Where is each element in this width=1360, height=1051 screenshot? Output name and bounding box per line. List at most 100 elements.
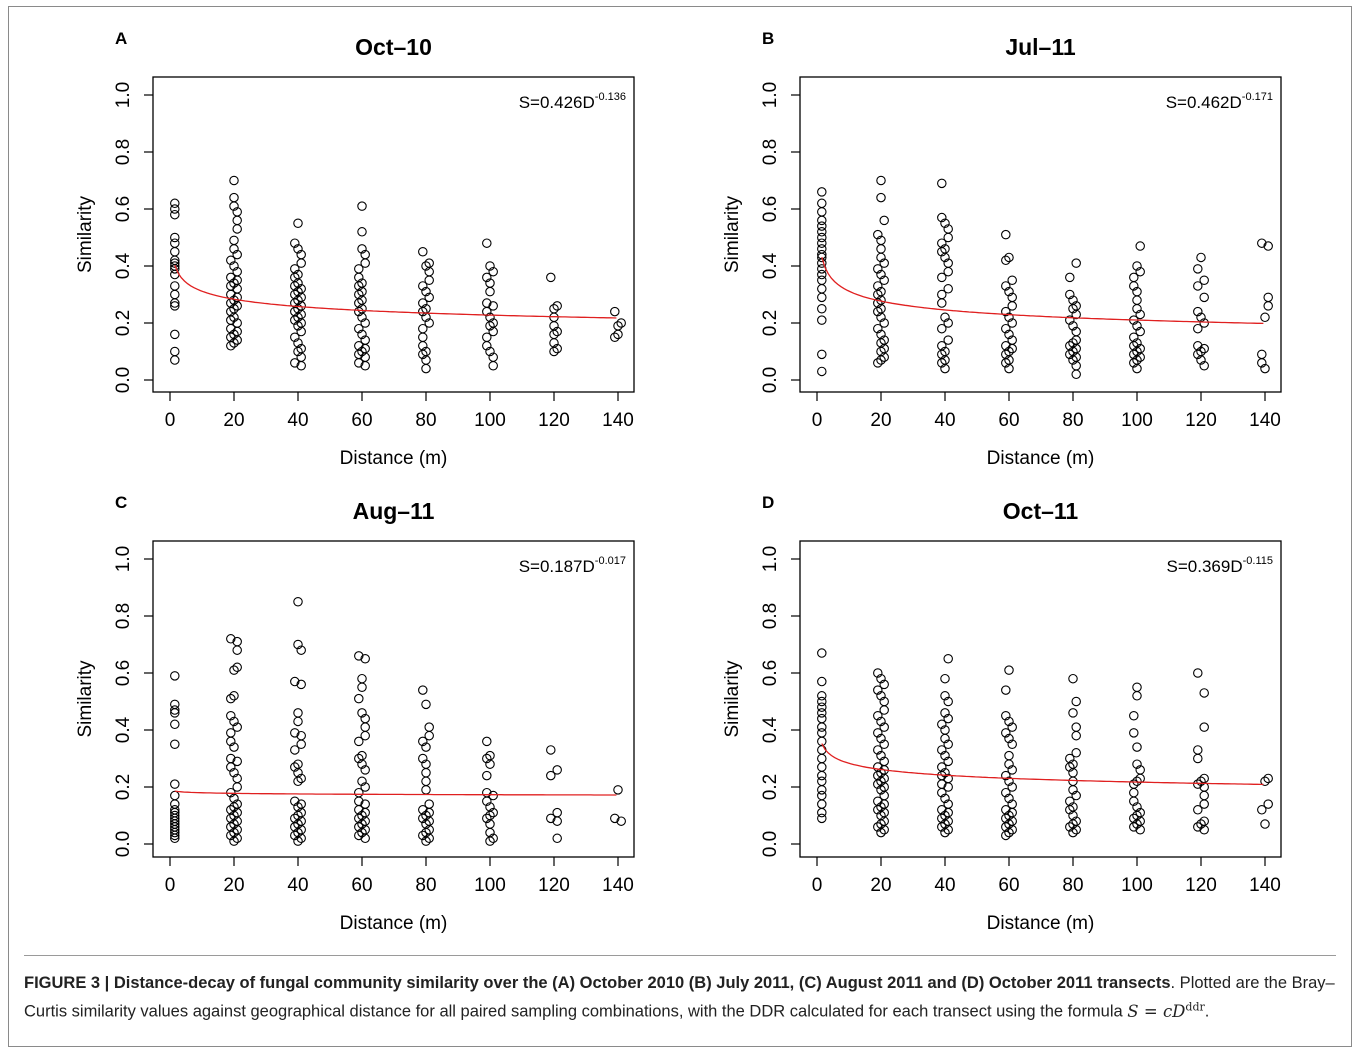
data-point	[1129, 787, 1139, 798]
data-point	[482, 813, 492, 824]
data-point	[817, 366, 827, 377]
data-point	[873, 264, 883, 274]
y-tick-label: 0.8	[760, 139, 781, 165]
y-tick-label: 1.0	[760, 82, 781, 108]
figure-frame	[8, 6, 1352, 1047]
y-axis-label: Similarity	[75, 660, 96, 738]
data-point	[879, 258, 889, 268]
data-point	[357, 708, 367, 718]
data-point	[876, 252, 886, 263]
fit-equation-base: S=0.462D	[1166, 93, 1242, 112]
data-point	[873, 822, 883, 832]
data-point	[873, 805, 883, 815]
y-tick-label: 0.8	[113, 603, 134, 629]
data-point	[357, 682, 367, 692]
data-point	[424, 833, 434, 844]
data-point	[1004, 286, 1014, 297]
data-point	[1193, 306, 1203, 317]
data-point	[873, 728, 883, 738]
x-tick-label: 20	[223, 410, 244, 431]
data-point	[1260, 819, 1270, 829]
data-point	[1004, 793, 1014, 804]
fit-curve	[174, 790, 617, 796]
data-point	[817, 708, 827, 718]
data-point	[940, 708, 950, 718]
data-point	[170, 346, 180, 357]
data-point	[1193, 349, 1203, 360]
data-point	[485, 321, 495, 331]
y-tick-label: 1.0	[760, 546, 781, 572]
data-point	[1260, 776, 1270, 787]
data-point	[1071, 790, 1081, 801]
fit-curve	[174, 264, 617, 319]
data-point	[1193, 753, 1203, 764]
data-point	[170, 198, 180, 209]
x-tick-label: 40	[287, 410, 308, 431]
fit-equation-exponent: -0.115	[1243, 555, 1273, 567]
data-point	[873, 668, 883, 678]
data-point	[229, 716, 239, 727]
data-point	[616, 318, 626, 328]
data-point	[1132, 819, 1142, 829]
data-point	[226, 341, 236, 351]
data-point	[1004, 776, 1014, 787]
data-point	[1071, 369, 1081, 380]
data-point	[879, 679, 889, 690]
data-point	[1132, 295, 1142, 305]
data-point	[1001, 770, 1011, 781]
data-point	[873, 685, 883, 695]
data-point	[293, 708, 303, 718]
data-point	[229, 175, 239, 186]
data-point	[937, 212, 947, 223]
plot-area-frame	[799, 540, 1282, 858]
x-axis-label: Distance (m)	[340, 913, 448, 934]
data-point	[226, 728, 236, 738]
y-tick-label: 0.2	[760, 774, 781, 800]
data-point	[1001, 710, 1011, 721]
data-point	[1068, 355, 1078, 365]
data-point	[1068, 776, 1078, 787]
chart-panel-c: Aug–11 C 0 20 40 60 80 100 120 140 0.0 0.2 0.4 0.6 0.8…	[75, 493, 635, 934]
data-point	[354, 651, 364, 661]
data-point	[1007, 739, 1017, 749]
data-point	[357, 673, 367, 684]
data-point	[1129, 822, 1139, 832]
data-point	[170, 790, 180, 801]
data-point	[488, 833, 498, 844]
data-point	[817, 238, 827, 248]
data-point	[817, 753, 827, 764]
data-point	[170, 232, 180, 243]
data-point	[1199, 292, 1209, 303]
y-tick-label: 1.0	[113, 546, 134, 572]
y-tick-label: 0.4	[760, 252, 781, 279]
data-point	[232, 301, 242, 311]
data-point	[1257, 358, 1267, 368]
data-point	[421, 261, 431, 271]
data-point	[1007, 765, 1017, 775]
data-point	[1068, 673, 1078, 684]
data-point	[616, 816, 626, 826]
data-point	[876, 269, 886, 280]
data-point	[418, 685, 428, 695]
data-point	[290, 796, 300, 806]
data-point	[817, 349, 827, 360]
x-tick-label: 140	[602, 410, 634, 431]
data-point	[1068, 321, 1078, 331]
data-point	[940, 827, 950, 838]
data-point	[293, 218, 303, 229]
panel-title: Jul–11	[1005, 34, 1076, 60]
data-point	[1004, 363, 1014, 374]
data-point	[817, 691, 827, 701]
data-point	[937, 358, 947, 368]
y-axis-label: Similarity	[722, 660, 743, 738]
data-point	[296, 645, 306, 655]
data-point	[1132, 363, 1142, 374]
data-point	[418, 830, 428, 841]
y-tick-label: 0.8	[113, 139, 134, 165]
data-point	[879, 352, 889, 362]
data-point	[552, 326, 562, 337]
x-tick-label: 60	[351, 875, 372, 896]
x-tick-label: 100	[1121, 410, 1153, 431]
data-point	[943, 782, 953, 792]
data-point	[170, 209, 180, 220]
